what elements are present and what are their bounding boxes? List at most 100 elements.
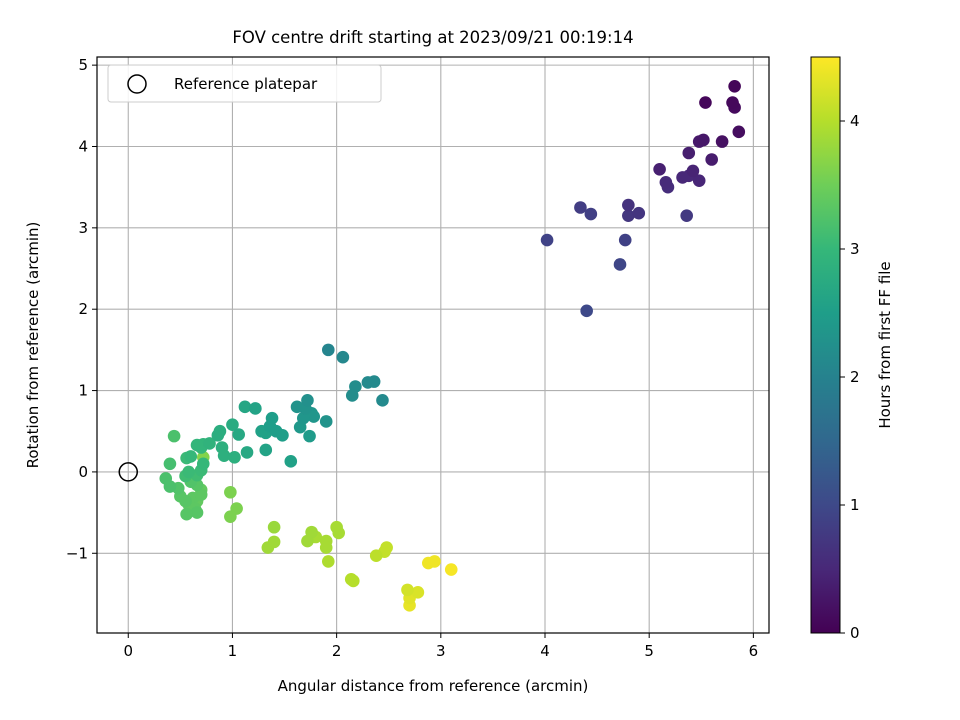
colorbar-tick-label: 2 (850, 368, 860, 386)
colorbar-tick-label: 4 (850, 112, 860, 130)
data-point (367, 375, 381, 388)
data-point (232, 428, 245, 441)
data-point (726, 96, 739, 109)
data-point (224, 485, 237, 499)
data-point (444, 563, 458, 576)
data-point (321, 555, 335, 568)
x-tick-label: 4 (540, 642, 550, 660)
data-point (259, 443, 273, 457)
data-point (303, 429, 316, 443)
y-tick-label: 5 (78, 56, 88, 74)
colorbar: 0 1 2 3 4 Hours from first FF file (810, 56, 894, 642)
data-point (307, 410, 321, 423)
x-axis-ticks: 0 1 2 3 4 5 6 (123, 633, 758, 660)
data-point (336, 350, 350, 364)
data-point (618, 233, 632, 247)
data-point (622, 198, 635, 212)
data-point (190, 438, 204, 452)
reference-platepar-marker (118, 462, 139, 482)
colorbar-tick-label: 3 (850, 240, 860, 258)
data-point (203, 437, 216, 450)
chart-title: FOV centre drift starting at 2023/09/21 … (232, 28, 633, 47)
data-point (180, 507, 193, 521)
x-tick-label: 0 (123, 642, 133, 660)
data-point (224, 510, 237, 523)
data-point (319, 415, 333, 428)
data-point (226, 418, 239, 432)
x-tick-label: 6 (749, 642, 759, 660)
data-point (732, 125, 746, 139)
data-point (217, 449, 231, 462)
x-tick-label: 3 (436, 642, 446, 660)
data-point (346, 574, 360, 588)
data-point (184, 450, 198, 463)
data-point (301, 394, 314, 407)
data-point (728, 79, 741, 93)
data-point (319, 541, 333, 554)
data-point (632, 206, 646, 220)
x-axis-label: Angular distance from reference (arcmin) (278, 677, 589, 695)
plot-area-frame (96, 56, 770, 634)
colorbar-ticks: 0 1 2 3 4 (840, 112, 860, 642)
data-point (240, 446, 254, 459)
data-point (182, 465, 195, 479)
data-point (369, 549, 383, 563)
y-axis-ticks: −1 0 1 2 3 4 5 (66, 56, 97, 562)
y-tick-label: 3 (78, 219, 88, 237)
data-point (376, 394, 389, 407)
y-tick-label: 2 (78, 300, 88, 318)
colorbar-gradient (810, 56, 841, 634)
data-point (196, 457, 210, 471)
data-point (267, 520, 281, 534)
data-point (167, 429, 181, 443)
data-point (653, 162, 666, 176)
data-point (211, 429, 225, 442)
data-point (680, 209, 693, 222)
data-point (540, 233, 554, 247)
legend-open-circle-marker (127, 74, 147, 94)
data-point (301, 534, 314, 548)
data-point (715, 135, 729, 148)
legend-label: Reference platepar (174, 75, 318, 93)
y-tick-label: 4 (78, 137, 88, 155)
data-point (584, 207, 598, 221)
data-point (321, 343, 335, 357)
y-tick-label: −1 (66, 544, 88, 562)
data-point (284, 455, 298, 468)
data-point (428, 555, 441, 568)
data-point (686, 164, 700, 178)
data-point (659, 175, 673, 189)
data-point (692, 174, 706, 187)
legend-box (107, 64, 382, 103)
data-point (574, 201, 587, 214)
data-point (705, 153, 718, 166)
data-point (276, 429, 289, 442)
data-point (163, 480, 177, 493)
x-tick-label: 1 (228, 642, 238, 660)
data-point (401, 583, 414, 597)
data-point (380, 541, 393, 554)
data-points (159, 79, 746, 612)
legend: Reference platepar (107, 64, 382, 103)
data-point (238, 400, 252, 414)
data-point (411, 586, 425, 599)
data-point (290, 400, 304, 414)
data-point (345, 389, 359, 402)
colorbar-tick-label: 1 (850, 496, 860, 514)
x-tick-label: 2 (332, 642, 342, 660)
data-point (194, 488, 208, 501)
data-point (699, 96, 712, 109)
data-point (332, 526, 346, 540)
data-point (296, 411, 310, 425)
colorbar-tick-label: 0 (850, 624, 860, 642)
data-point (261, 541, 275, 554)
data-point (682, 146, 696, 160)
y-tick-label: 1 (78, 382, 88, 400)
data-point (622, 209, 635, 222)
x-tick-label: 5 (644, 642, 654, 660)
data-point (249, 402, 262, 415)
data-point (613, 258, 627, 271)
y-tick-label: 0 (78, 463, 88, 481)
data-point (179, 494, 192, 508)
